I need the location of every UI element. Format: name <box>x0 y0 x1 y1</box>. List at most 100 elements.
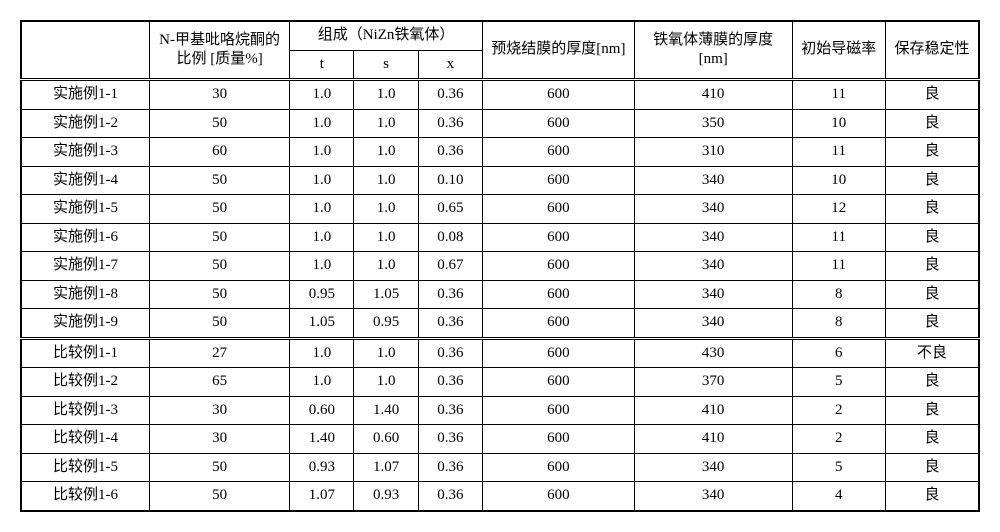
cell-stab: 良 <box>885 368 979 397</box>
cell-nmp: 50 <box>150 252 290 281</box>
cell-s: 1.0 <box>354 223 418 252</box>
cell-t: 1.0 <box>290 80 354 110</box>
cell-s: 1.0 <box>354 80 418 110</box>
cell-s: 1.0 <box>354 138 418 167</box>
header-ferrite: 铁氧体薄膜的厚度[nm] <box>634 21 792 80</box>
cell-t: 1.05 <box>290 309 354 339</box>
cell-label: 实施例1-5 <box>21 195 150 224</box>
cell-x: 0.08 <box>418 223 482 252</box>
cell-label: 比较例1-1 <box>21 338 150 368</box>
cell-perm: 2 <box>792 425 885 454</box>
cell-stab: 良 <box>885 453 979 482</box>
cell-ferrite: 410 <box>634 80 792 110</box>
cell-ferrite: 340 <box>634 280 792 309</box>
cell-s: 0.60 <box>354 425 418 454</box>
cell-label: 比较例1-3 <box>21 396 150 425</box>
table-row: 比较例1-4301.400.600.366004102良 <box>21 425 979 454</box>
cell-stab: 良 <box>885 425 979 454</box>
cell-ferrite: 310 <box>634 138 792 167</box>
cell-s: 1.05 <box>354 280 418 309</box>
header-stability: 保存稳定性 <box>885 21 979 80</box>
cell-prefilm: 600 <box>482 309 634 339</box>
cell-prefilm: 600 <box>482 166 634 195</box>
header-rowlabel <box>21 21 150 80</box>
cell-x: 0.36 <box>418 280 482 309</box>
cell-nmp: 30 <box>150 80 290 110</box>
cell-stab: 良 <box>885 166 979 195</box>
cell-nmp: 50 <box>150 482 290 511</box>
header-prefilm: 预烧结膜的厚度[nm] <box>482 21 634 80</box>
cell-prefilm: 600 <box>482 453 634 482</box>
cell-prefilm: 600 <box>482 252 634 281</box>
cell-t: 1.0 <box>290 338 354 368</box>
cell-t: 0.93 <box>290 453 354 482</box>
table-row: 实施例1-3601.01.00.3660031011良 <box>21 138 979 167</box>
cell-prefilm: 600 <box>482 138 634 167</box>
cell-ferrite: 370 <box>634 368 792 397</box>
cell-ferrite: 340 <box>634 223 792 252</box>
cell-perm: 5 <box>792 368 885 397</box>
cell-prefilm: 600 <box>482 482 634 511</box>
cell-stab: 良 <box>885 80 979 110</box>
header-nmp: N-甲基吡咯烷酮的比例 [质量%] <box>150 21 290 80</box>
cell-ferrite: 340 <box>634 482 792 511</box>
cell-prefilm: 600 <box>482 280 634 309</box>
cell-s: 1.0 <box>354 166 418 195</box>
cell-nmp: 50 <box>150 166 290 195</box>
cell-t: 1.0 <box>290 252 354 281</box>
cell-s: 1.0 <box>354 252 418 281</box>
header-x: x <box>418 50 482 80</box>
cell-x: 0.36 <box>418 309 482 339</box>
table-row: 比较例1-3300.601.400.366004102良 <box>21 396 979 425</box>
table-row: 比较例1-2651.01.00.366003705良 <box>21 368 979 397</box>
cell-perm: 10 <box>792 166 885 195</box>
header-t: t <box>290 50 354 80</box>
table-row: 比较例1-5500.931.070.366003405良 <box>21 453 979 482</box>
cell-label: 实施例1-9 <box>21 309 150 339</box>
cell-stab: 良 <box>885 280 979 309</box>
header-s: s <box>354 50 418 80</box>
cell-label: 比较例1-6 <box>21 482 150 511</box>
cell-t: 1.0 <box>290 195 354 224</box>
cell-x: 0.36 <box>418 338 482 368</box>
cell-s: 1.0 <box>354 109 418 138</box>
header-permeability: 初始导磁率 <box>792 21 885 80</box>
cell-label: 比较例1-4 <box>21 425 150 454</box>
cell-label: 实施例1-4 <box>21 166 150 195</box>
table-header: N-甲基吡咯烷酮的比例 [质量%] 组成（NiZn铁氧体） 预烧结膜的厚度[nm… <box>21 21 979 80</box>
cell-t: 0.95 <box>290 280 354 309</box>
table-row: 比较例1-1271.01.00.366004306不良 <box>21 338 979 368</box>
cell-stab: 良 <box>885 223 979 252</box>
cell-perm: 10 <box>792 109 885 138</box>
cell-t: 1.0 <box>290 166 354 195</box>
cell-s: 1.07 <box>354 453 418 482</box>
cell-perm: 6 <box>792 338 885 368</box>
cell-prefilm: 600 <box>482 109 634 138</box>
table-row: 实施例1-7501.01.00.6760034011良 <box>21 252 979 281</box>
cell-stab: 良 <box>885 396 979 425</box>
cell-stab: 良 <box>885 195 979 224</box>
cell-stab: 不良 <box>885 338 979 368</box>
cell-stab: 良 <box>885 482 979 511</box>
cell-label: 实施例1-7 <box>21 252 150 281</box>
cell-stab: 良 <box>885 138 979 167</box>
table-row: 实施例1-8500.951.050.366003408良 <box>21 280 979 309</box>
cell-ferrite: 340 <box>634 309 792 339</box>
cell-perm: 4 <box>792 482 885 511</box>
cell-label: 实施例1-6 <box>21 223 150 252</box>
table-body: 实施例1-1301.01.00.3660041011良实施例1-2501.01.… <box>21 80 979 511</box>
cell-t: 1.0 <box>290 109 354 138</box>
cell-prefilm: 600 <box>482 338 634 368</box>
cell-x: 0.36 <box>418 80 482 110</box>
cell-x: 0.36 <box>418 425 482 454</box>
cell-x: 0.10 <box>418 166 482 195</box>
cell-x: 0.67 <box>418 252 482 281</box>
cell-s: 1.0 <box>354 368 418 397</box>
cell-x: 0.36 <box>418 482 482 511</box>
cell-label: 比较例1-5 <box>21 453 150 482</box>
data-table: N-甲基吡咯烷酮的比例 [质量%] 组成（NiZn铁氧体） 预烧结膜的厚度[nm… <box>20 20 980 512</box>
cell-stab: 良 <box>885 252 979 281</box>
cell-ferrite: 340 <box>634 195 792 224</box>
cell-ferrite: 410 <box>634 425 792 454</box>
cell-s: 1.0 <box>354 338 418 368</box>
